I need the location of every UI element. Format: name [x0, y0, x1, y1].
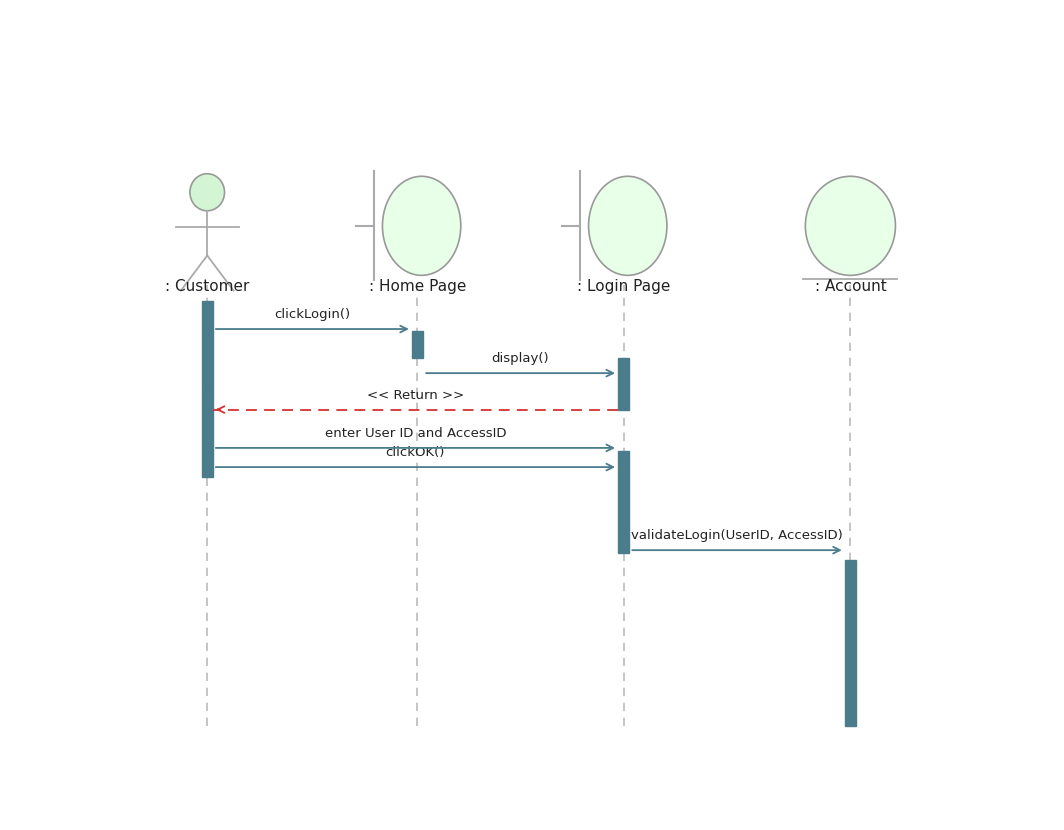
Text: display(): display(): [492, 353, 549, 365]
Bar: [845, 559, 855, 726]
Text: : Account: : Account: [815, 279, 886, 294]
Bar: [202, 384, 213, 476]
Text: validateLogin(UserID, AccessID): validateLogin(UserID, AccessID): [631, 530, 843, 543]
Ellipse shape: [588, 176, 667, 276]
Bar: [618, 452, 629, 554]
Ellipse shape: [382, 176, 461, 276]
Text: : Customer: : Customer: [165, 279, 249, 294]
Text: clickOK(): clickOK(): [386, 447, 445, 460]
Text: clickLogin(): clickLogin(): [275, 309, 350, 321]
Ellipse shape: [189, 173, 225, 211]
Text: : Home Page: : Home Page: [369, 279, 466, 294]
Ellipse shape: [805, 176, 896, 276]
Bar: [202, 301, 213, 384]
Bar: [412, 331, 422, 359]
Bar: [618, 359, 629, 409]
Text: << Return >>: << Return >>: [367, 389, 464, 402]
Text: : Login Page: : Login Page: [577, 279, 670, 294]
Text: enter User ID and AccessID: enter User ID and AccessID: [325, 427, 506, 440]
